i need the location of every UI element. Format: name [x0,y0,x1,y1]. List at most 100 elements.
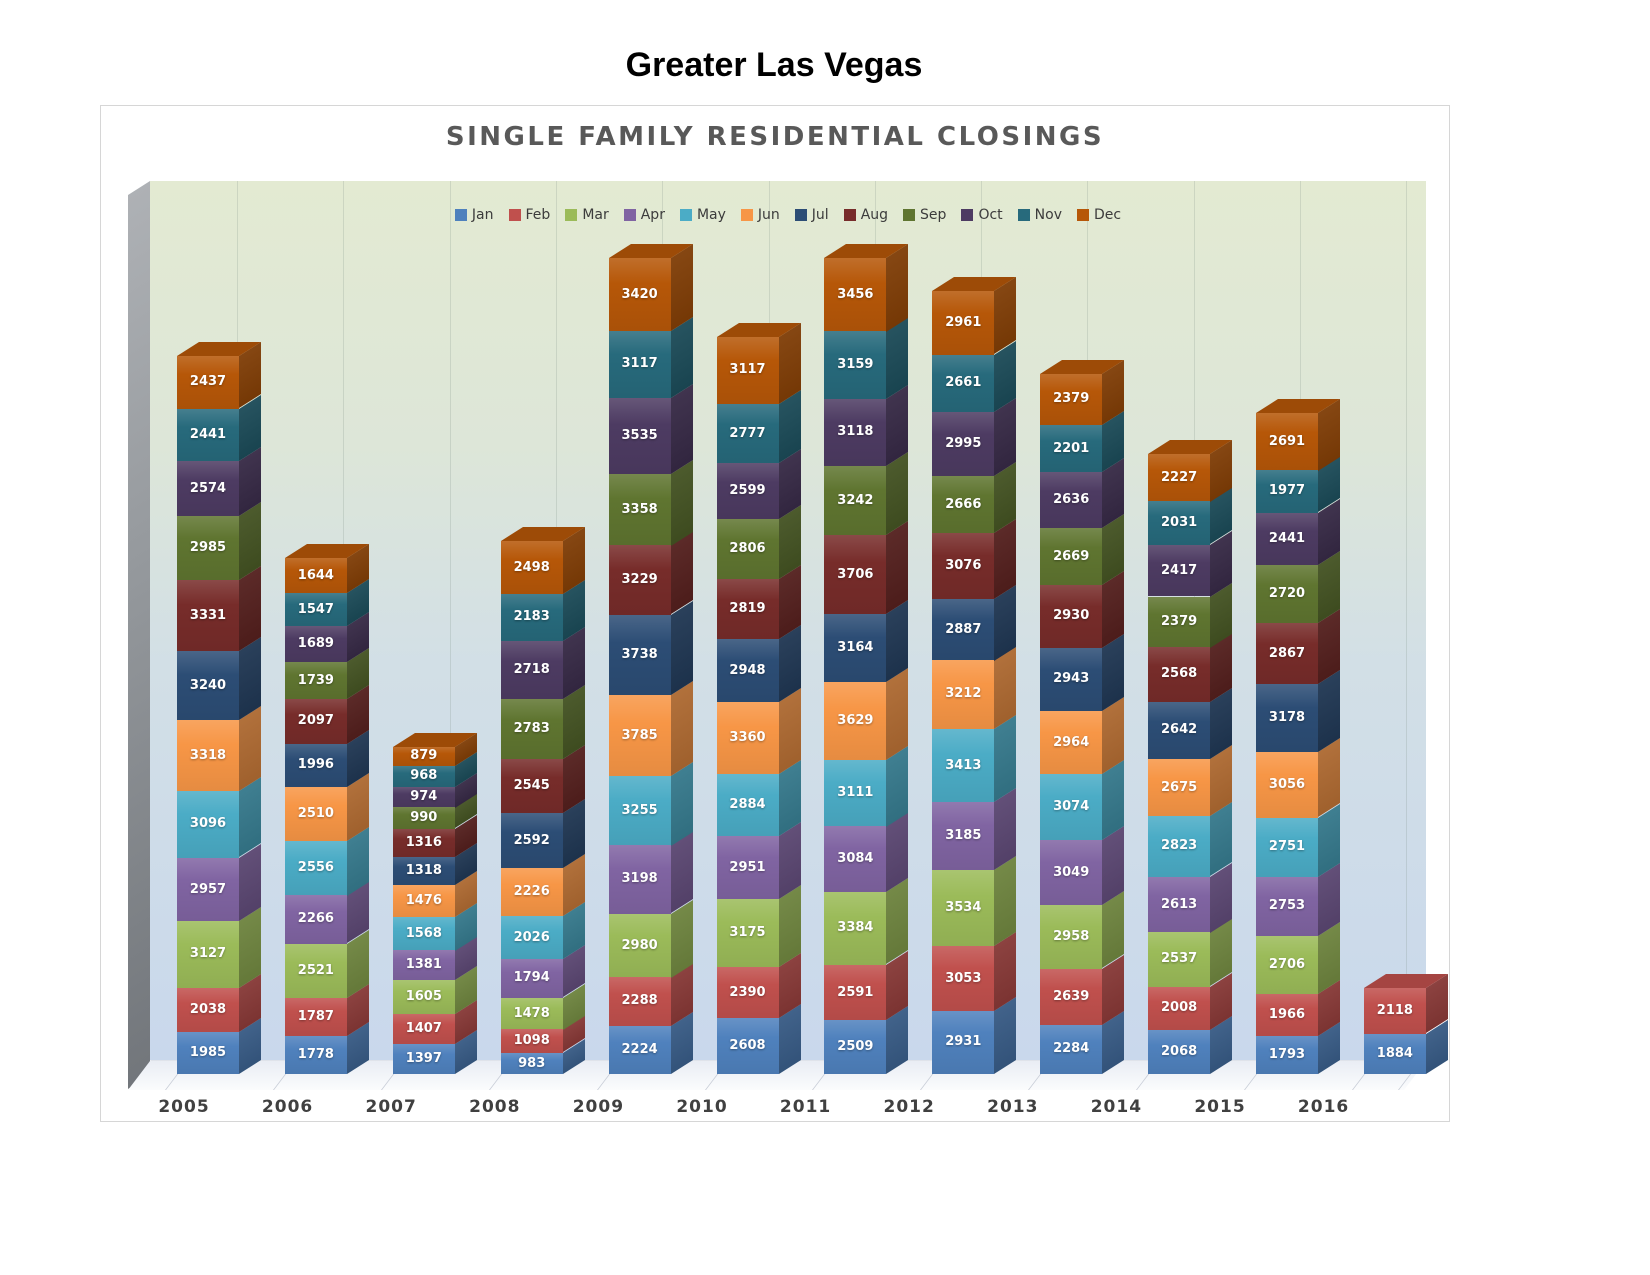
bar-value-label: 1778 [297,1046,334,1062]
bar-segment-front [1256,684,1318,753]
legend-item: Mar [565,207,609,223]
bar-value-label: 1605 [405,988,442,1004]
year-label: 2008 [469,1097,521,1117]
bar-segment-front [716,967,779,1019]
bar-segment-front [392,884,455,917]
bar-value-label: 2201 [1053,440,1090,456]
bar-value-label: 2823 [1161,838,1198,854]
bar-value-label: 3318 [189,748,227,764]
bar-segment-front [392,1013,455,1045]
bar-value-label: 2980 [621,937,658,953]
bar-segment-front [284,699,347,745]
bar-segment-side [886,668,909,760]
bar-value-label: 3175 [729,925,766,941]
bar-value-label: 3111 [837,784,874,800]
bar-segment-front [177,651,239,721]
bar-segment-front [177,515,239,580]
bar-segment-front [500,916,563,960]
bar-segment-front [392,856,455,885]
legend-label: Apr [640,207,665,223]
legend-label: Mar [582,207,609,223]
legend-swatch-icon [843,209,856,221]
bar-value-label: 3117 [729,362,766,378]
bar-segment-front [1256,564,1318,624]
bar-segment-front [500,1052,563,1074]
bar-value-label: 2026 [513,930,550,946]
year-label: 2006 [261,1097,314,1117]
bar-value-label: 2995 [945,435,982,451]
bar-segment-front [1040,424,1103,472]
bar-segment-front [284,557,347,593]
bar-segment-front [932,291,995,355]
bar-segment-front [1148,758,1211,817]
bar-value-label: 2592 [513,832,550,848]
bar-segment-front [932,1011,995,1074]
bar-segment-front [1148,596,1211,648]
bar-segment-front [608,977,671,1027]
bar-value-label: 2498 [513,559,550,575]
legend-item: Apr [623,207,665,223]
bar-segment-front [284,592,347,626]
bar-value-label: 3242 [837,492,874,508]
bar-segment-side [994,715,1017,803]
bar-value-label: 1318 [405,862,442,878]
bar-segment-side [670,600,693,695]
bar-segment-front [932,660,995,730]
bar-segment-front [932,945,995,1012]
bar-segment-front [500,959,563,998]
bar-segment-side [670,383,693,474]
bar-value-label: 2556 [297,859,334,875]
bar-value-label: 1316 [405,834,442,850]
legend-label: Aug [860,207,889,223]
bar-value-label: 2266 [297,911,334,927]
bar-segment-front [1148,702,1211,759]
bar-value-label: 2636 [1053,491,1090,507]
bar-segment-front [177,356,239,409]
bar-value-label: 3384 [837,920,874,936]
bar-segment-front [608,473,671,546]
legend-label: May [696,207,726,223]
bar-value-label: 2867 [1268,646,1306,662]
bar-value-label: 3535 [621,427,658,443]
year-label: 2005 [158,1097,210,1117]
bar-value-label: 2417 [1161,562,1198,578]
legend-swatch-icon [794,209,807,221]
bar-value-label: 1381 [405,957,442,973]
bar-value-label: 879 [410,748,438,764]
bar-value-label: 1787 [297,1008,334,1024]
bar-value-label: 3185 [945,828,982,844]
bar-value-label: 2985 [189,539,227,555]
bar-value-label: 2441 [189,426,227,442]
bar-value-label: 3240 [189,678,227,694]
year-label: 2016 [1297,1097,1350,1117]
bar-segment-front [824,399,887,466]
bar-segment-front [1040,528,1103,586]
bar-value-label: 2288 [621,993,658,1009]
bar-segment-front [608,1026,671,1074]
bar-segment-front [608,614,671,695]
bar-value-label: 3159 [837,357,874,373]
bar-value-label: 2943 [1053,670,1090,686]
legend-label: Jul [811,207,829,223]
legend-swatch-icon [740,209,753,221]
bar-segment-front [608,845,671,914]
legend-swatch-icon [623,209,636,221]
bar-value-label: 2038 [189,1001,227,1017]
bar-value-label: 2706 [1268,956,1306,972]
bar-segment-front [716,702,779,775]
bar-value-label: 2718 [513,661,550,677]
bar-segment-front [1040,373,1103,425]
chart-box: SINGLE FAMILY RESIDENTIAL CLOSINGS Jan Fe… [100,105,1450,1122]
legend-item: Feb [508,207,550,223]
bar-value-label: 1407 [405,1020,442,1036]
bar-segment-front [177,579,239,652]
bar-value-label: 1547 [297,601,334,617]
legend-swatch-icon [1076,209,1089,221]
bar-value-label: 2958 [1053,929,1090,945]
bar-segment-front [284,943,347,998]
legend-item: Oct [961,207,1003,223]
bar-value-label: 1996 [297,757,334,773]
bar-value-label: 3164 [837,640,874,656]
bar-segment-front [500,540,563,595]
